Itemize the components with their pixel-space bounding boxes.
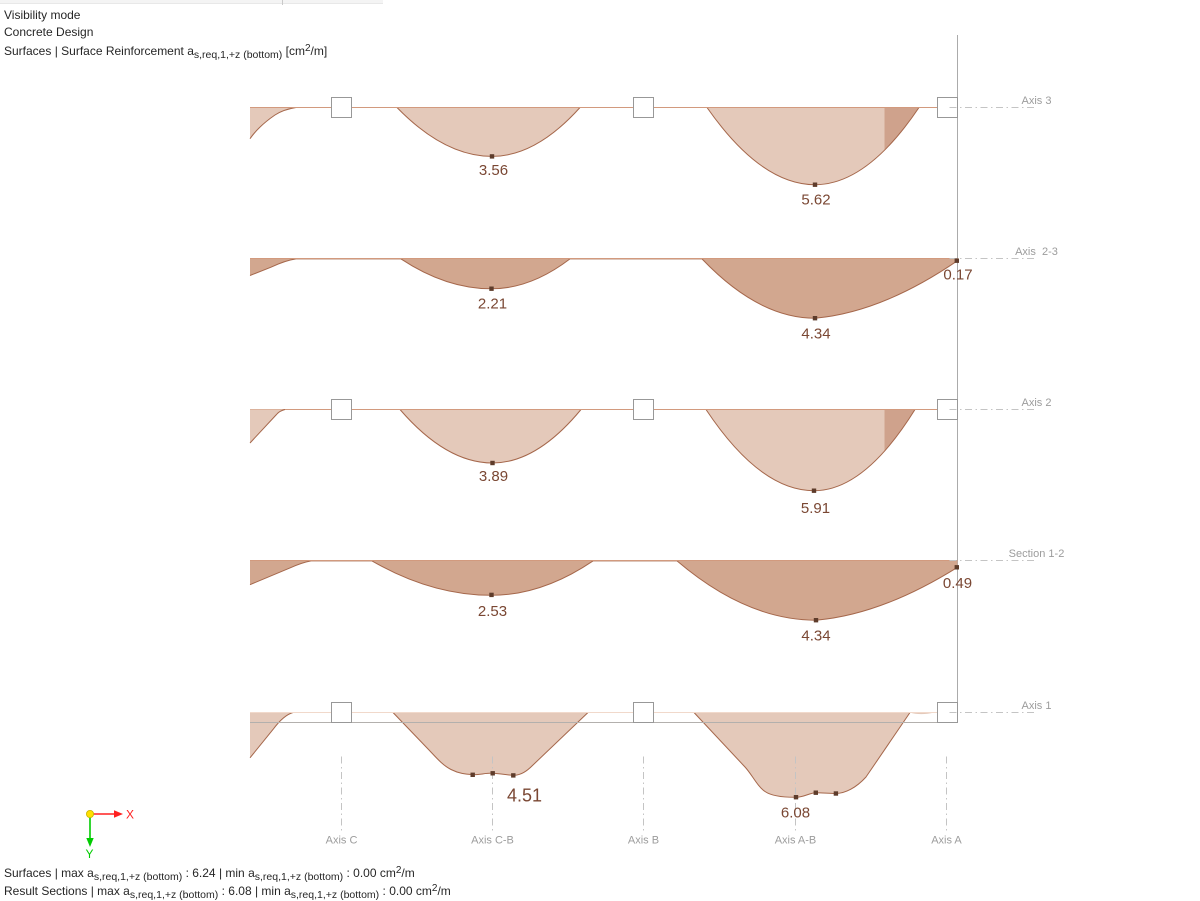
- svg-text:0.17: 0.17: [943, 267, 972, 284]
- svg-text:Axis 3: Axis 3: [1022, 95, 1052, 107]
- svg-text:Axis A-B: Axis A-B: [775, 835, 817, 847]
- svg-text:5.62: 5.62: [801, 191, 830, 208]
- svg-text:Axis A: Axis A: [931, 835, 962, 847]
- svg-text:4.51: 4.51: [507, 785, 542, 805]
- svg-text:6.08: 6.08: [781, 804, 810, 821]
- svg-text:Axis B: Axis B: [628, 835, 659, 847]
- svg-text:2.21: 2.21: [478, 296, 507, 313]
- svg-text:Axis C: Axis C: [326, 835, 358, 847]
- svg-text:X: X: [126, 808, 134, 822]
- svg-text:4.34: 4.34: [801, 627, 830, 644]
- svg-text:Section 1-2: Section 1-2: [1009, 548, 1065, 560]
- svg-text:4.34: 4.34: [801, 325, 830, 342]
- svg-text:5.91: 5.91: [801, 500, 830, 517]
- svg-text:Y: Y: [85, 847, 93, 861]
- svg-text:3.89: 3.89: [479, 468, 508, 485]
- svg-text:0.49: 0.49: [943, 575, 972, 592]
- svg-text:3.56: 3.56: [479, 162, 508, 179]
- svg-text:Axis 1: Axis 1: [1022, 700, 1052, 712]
- svg-text:Axis C-B: Axis C-B: [471, 835, 514, 847]
- svg-text:2.53: 2.53: [478, 603, 507, 620]
- svg-text:Axis 2: Axis 2: [1022, 397, 1052, 409]
- svg-text:Axis 2-3: Axis 2-3: [1015, 246, 1058, 258]
